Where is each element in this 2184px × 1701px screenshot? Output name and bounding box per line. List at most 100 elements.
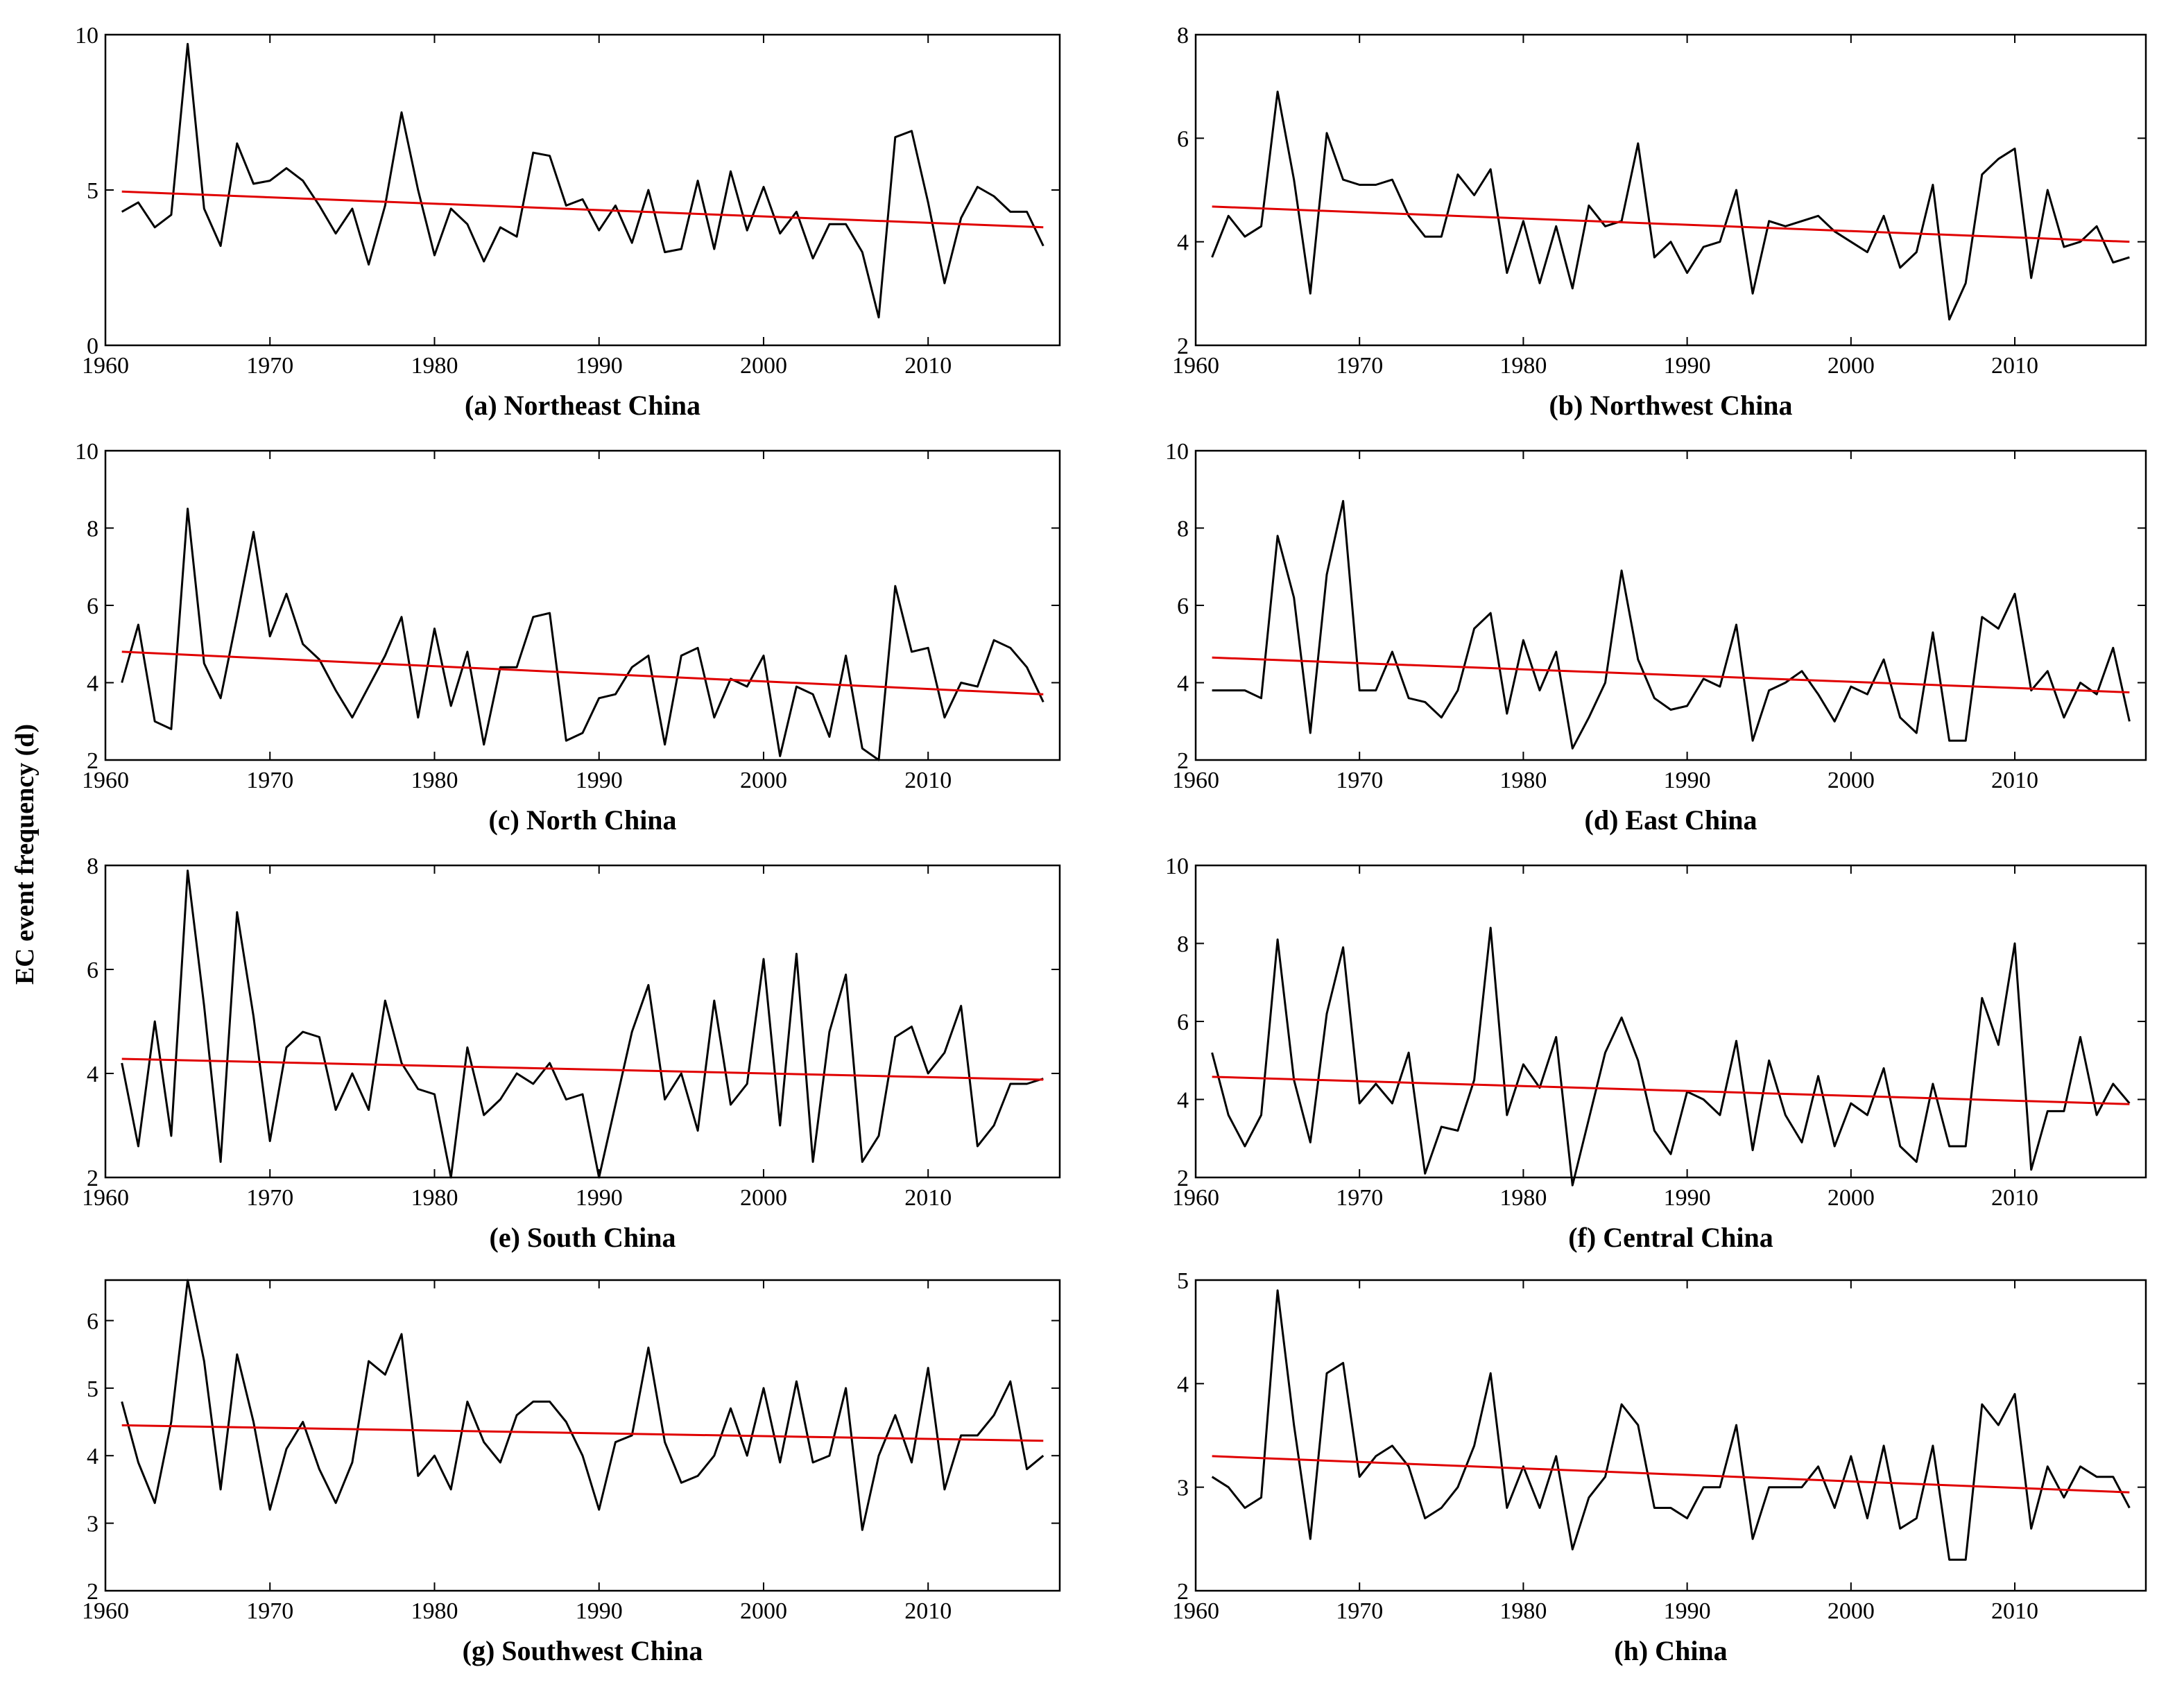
y-tick-label: 8 [87,854,98,879]
x-tick-label: 1970 [246,768,293,793]
trend-line [121,650,1044,696]
x-tick-label: 2000 [1828,768,1875,793]
trend-line [121,1424,1044,1442]
plot-frame [1194,864,2147,1179]
y-tick-label: 10 [75,23,98,49]
x-tick-label: 2000 [740,353,787,379]
y-tick-label: 6 [1177,1010,1189,1035]
y-tick-label: 0 [87,334,98,359]
panel-title: (h) China [1614,1635,1727,1666]
x-tick-label: 2000 [740,1598,787,1624]
y-tick-label: 4 [87,1444,98,1469]
trend-line [1212,1076,2130,1105]
y-tick-label: 10 [1165,439,1189,465]
x-tick-label: 2010 [1991,353,2038,379]
y-tick-label: 5 [87,1376,98,1402]
panel-3: 1960 1970 1980 1990 2000 2010 2 4 6 8 10 (c) North … [75,439,1061,836]
y-tick-label: 8 [1177,517,1189,542]
x-tick-label: 1960 [1172,1598,1219,1624]
y-tick-label: 2 [1177,1166,1189,1191]
panel-title: (d) East China [1585,804,1757,836]
x-tick-label: 2000 [740,1185,787,1211]
x-tick-label: 1970 [1336,768,1383,793]
x-tick-label: 1990 [1664,768,1711,793]
trend-line [121,1057,1044,1081]
panel-4: 1960 1970 1980 1990 2000 2010 2 4 6 8 10 (d) East C… [1165,439,2147,836]
y-tick-label: 4 [87,671,98,697]
data-series-line [121,1279,1044,1531]
y-tick-label: 2 [87,1166,98,1191]
x-tick-label: 1990 [576,353,623,379]
panel-7: 1960 1970 1980 1990 2000 2010 2 3 4 5 6 (g) Southwe… [82,1279,1061,1666]
x-tick-label: 1970 [246,1598,293,1624]
data-series-line [121,870,1044,1179]
data-series-line [1212,500,2131,750]
x-tick-label: 1980 [411,353,458,379]
y-tick-label: 6 [1177,126,1189,152]
y-tick-label: 8 [87,517,98,542]
x-tick-label: 1970 [1336,1598,1383,1624]
y-tick-label: 8 [1177,23,1189,49]
x-tick-label: 2010 [904,1185,952,1211]
x-tick-label: 2010 [1991,1185,2038,1211]
trend-line [1212,1455,2130,1494]
y-tick-label: 4 [1177,1088,1189,1114]
plot-frame [1194,33,2147,347]
x-tick-label: 1980 [1499,1598,1547,1624]
y-tick-label: 6 [1177,594,1189,619]
x-tick-label: 1990 [576,1598,623,1624]
y-tick-label: 2 [1177,748,1189,774]
y-tick-label: 4 [1177,671,1189,697]
y-tick-label: 10 [1165,854,1189,879]
panel-1: 1960 1970 1980 1990 2000 2010 0 5 10 (a) Northeas… [75,23,1061,421]
data-series-line [121,42,1044,319]
y-tick-label: 4 [87,1062,98,1087]
x-tick-label: 1960 [1172,768,1219,793]
x-tick-label: 1980 [1499,1185,1547,1211]
x-tick-label: 1980 [411,768,458,793]
x-tick-label: 1970 [1336,1185,1383,1211]
trend-line [1212,205,2130,243]
x-tick-label: 1960 [1172,353,1219,379]
plot-frame [104,449,1061,761]
y-tick-label: 3 [87,1512,98,1537]
x-tick-label: 1960 [82,1185,129,1211]
x-tick-label: 1990 [1664,1185,1711,1211]
y-tick-label: 6 [87,958,98,983]
plot-frame [1194,449,2147,761]
x-tick-label: 1960 [1172,1185,1219,1211]
x-tick-label: 1980 [411,1598,458,1624]
chart-panels: 1960 1970 1980 1990 2000 2010 0 5 10 (a) Northeas… [75,23,2147,1666]
y-tick-label: 4 [1177,230,1189,256]
x-tick-label: 1990 [1664,1598,1711,1624]
x-tick-label: 1990 [576,1185,623,1211]
panel-title: (c) North China [488,804,676,836]
x-tick-label: 1970 [1336,353,1383,379]
x-tick-label: 1990 [576,768,623,793]
y-tick-label: 8 [1177,932,1189,958]
plot-frame [104,33,1061,347]
data-series-line [121,508,1044,761]
x-tick-label: 2000 [1828,1185,1875,1211]
x-tick-label: 1990 [1664,353,1711,379]
y-tick-label: 3 [1177,1476,1189,1501]
panel-8: 1960 1970 1980 1990 2000 2010 2 3 4 5 (h) China [1172,1268,2147,1666]
y-tick-label: 2 [1177,1579,1189,1605]
x-tick-label: 2000 [740,768,787,793]
x-tick-label: 1980 [411,1185,458,1211]
panel-2: 1960 1970 1980 1990 2000 2010 2 4 6 8 (b) Northwes… [1172,23,2147,421]
x-tick-label: 1970 [246,353,293,379]
y-tick-label: 5 [1177,1268,1189,1294]
data-series-line [1211,926,2131,1186]
panel-title: (b) Northwest China [1549,390,1792,421]
x-tick-label: 1960 [82,353,129,379]
panel-title: (e) South China [490,1222,676,1253]
x-tick-label: 2010 [1991,768,2038,793]
x-tick-label: 1960 [82,1598,129,1624]
x-tick-label: 1980 [1499,353,1547,379]
x-tick-label: 2010 [1991,1598,2038,1624]
x-tick-label: 1960 [82,768,129,793]
panel-title: (f) Central China [1568,1222,1773,1253]
y-tick-label: 4 [1177,1372,1189,1397]
